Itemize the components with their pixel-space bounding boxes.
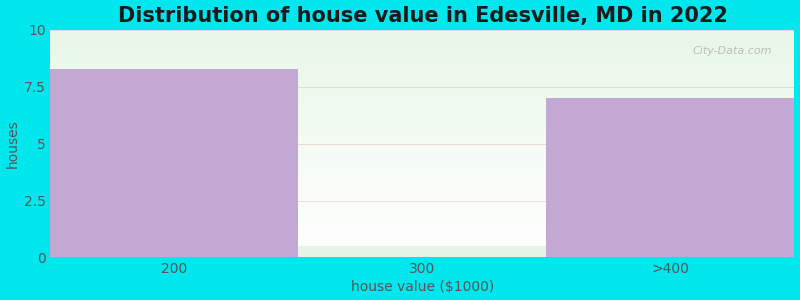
Title: Distribution of house value in Edesville, MD in 2022: Distribution of house value in Edesville… [118, 6, 727, 26]
Bar [50, 69, 298, 257]
Text: City-Data.com: City-Data.com [693, 46, 772, 56]
Y-axis label: houses: houses [6, 119, 19, 168]
Bar [298, 246, 546, 257]
Bar [546, 98, 794, 257]
X-axis label: house value ($1000): house value ($1000) [351, 280, 494, 294]
